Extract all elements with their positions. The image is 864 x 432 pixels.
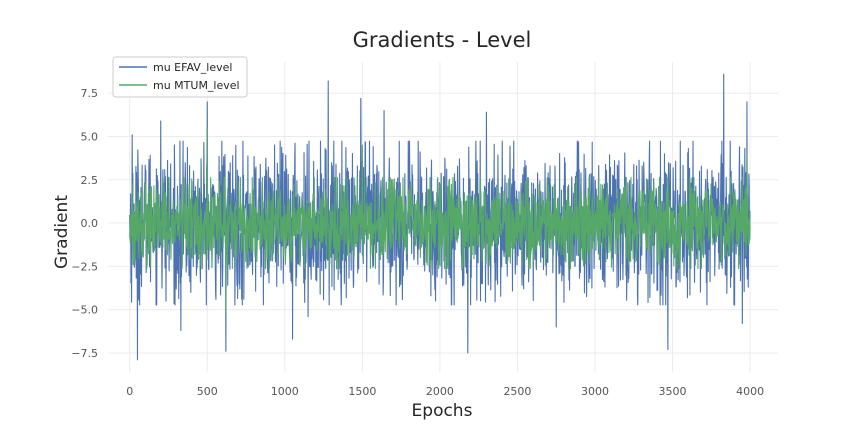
y-tick-label: 0.0 [81, 217, 99, 230]
x-tick-label: 3500 [659, 385, 687, 398]
x-tick-label: 500 [197, 385, 218, 398]
series-layer [129, 73, 751, 361]
x-tick-label: 2000 [426, 385, 454, 398]
x-tick-label: 3000 [581, 385, 609, 398]
x-tick-label: 2500 [503, 385, 531, 398]
legend: mu EFAV_level mu MTUM_level [112, 56, 248, 98]
y-tick-label: 7.5 [81, 87, 99, 100]
y-tick-label: −5.0 [71, 304, 98, 317]
y-tick-label: −2.5 [71, 260, 98, 273]
y-tick-label: 5.0 [81, 130, 99, 143]
x-tick-label: 0 [126, 385, 133, 398]
x-tick-label: 4000 [736, 385, 764, 398]
chart-title: Gradients - Level [353, 28, 532, 52]
series-line-mtum [129, 127, 751, 314]
y-tick-label: 2.5 [81, 174, 99, 187]
x-axis-label: Epochs [412, 401, 473, 421]
y-tick-label: −7.5 [71, 347, 98, 360]
x-tick-label: 1500 [348, 385, 376, 398]
y-axis-label: Gradient [52, 195, 72, 269]
legend-label-efav: mu EFAV_level [153, 61, 232, 74]
x-tick-label: 1000 [271, 385, 299, 398]
legend-label-mtum: mu MTUM_level [153, 79, 240, 92]
tick-labels: 0 500 1000 1500 2000 2500 3000 3500 4000 −7.5 −5.0… [71, 87, 764, 398]
